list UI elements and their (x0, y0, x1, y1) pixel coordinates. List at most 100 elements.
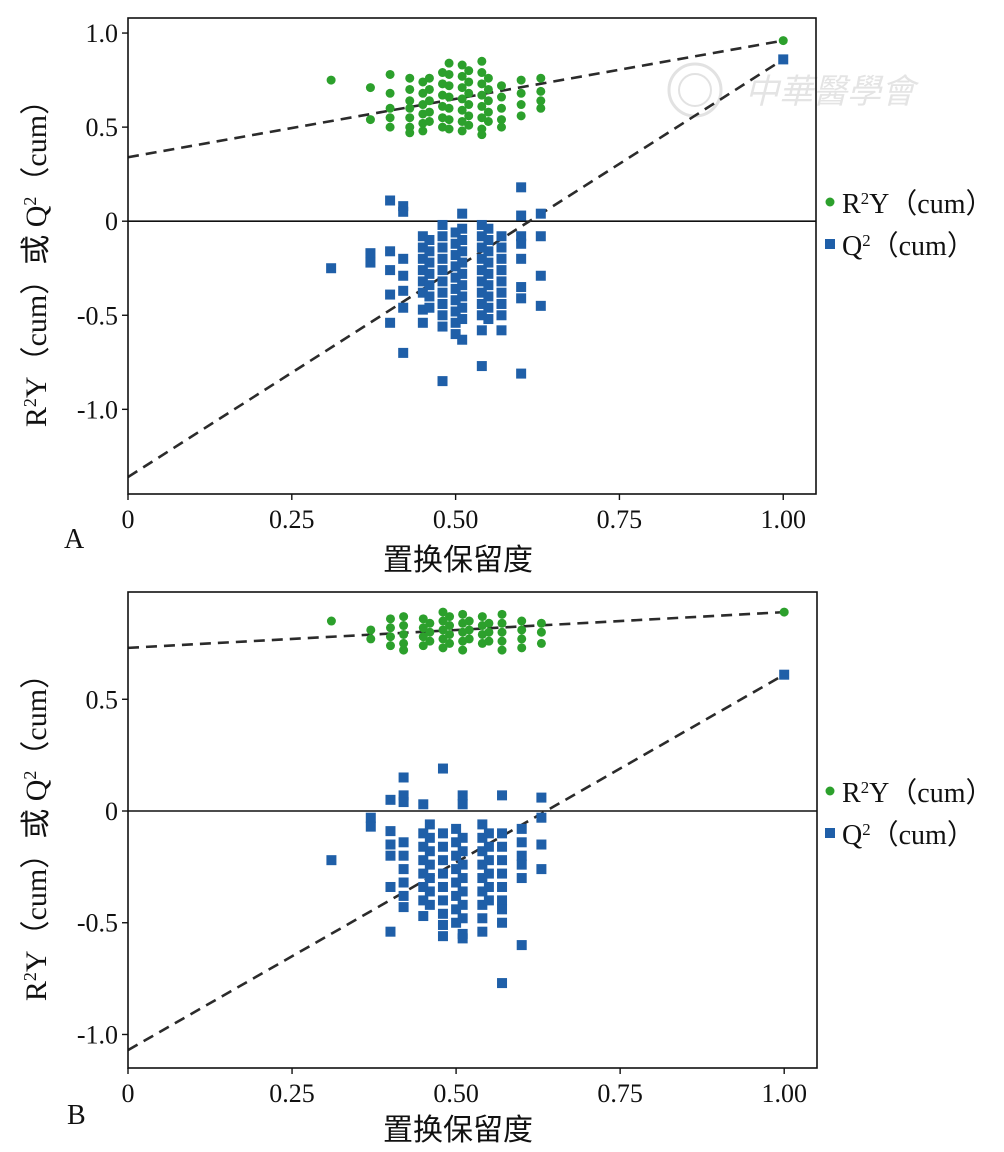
r2y-point (497, 618, 507, 628)
q2-point (385, 839, 396, 850)
r2y-point (444, 92, 454, 102)
q2-point (483, 280, 494, 291)
q2-point (516, 368, 527, 379)
x-tick-label: 1.00 (760, 505, 806, 534)
q2-point (457, 246, 468, 257)
r2y-point (464, 88, 474, 98)
q2-point (497, 904, 508, 915)
r2y-point (464, 634, 474, 644)
r2y-point (424, 116, 434, 126)
q2-point (437, 919, 448, 930)
q2-point (483, 881, 494, 892)
q2-point (385, 850, 396, 861)
q2-point (496, 265, 507, 276)
q2-point (398, 253, 409, 264)
q2-point (497, 917, 508, 928)
r2y-point (483, 73, 493, 83)
legend: R2Y（cum） Q2（cum） (825, 777, 994, 851)
q2-point (398, 201, 409, 212)
q2-point (457, 235, 468, 246)
q2-point (365, 248, 376, 259)
q2-point (437, 321, 448, 332)
r2y-point (399, 629, 409, 639)
r2y-point (477, 68, 487, 78)
q2-point (497, 895, 508, 906)
x-tick-label: 0.75 (597, 505, 643, 534)
q2-point (457, 291, 468, 302)
q2-point (536, 839, 547, 850)
r2y-point (516, 88, 526, 98)
r2y-point (425, 636, 435, 646)
r2y-point (405, 103, 415, 113)
r2y-point (444, 103, 454, 113)
q2-point (496, 242, 507, 253)
q2-point (417, 265, 428, 276)
q2-point (398, 206, 409, 217)
r2y-point (496, 122, 506, 132)
r2y-point (366, 634, 376, 644)
q2-point (477, 846, 488, 857)
r2y-point (477, 79, 487, 89)
q2-point (398, 864, 409, 875)
q2-point (477, 926, 488, 937)
q2-point (437, 881, 448, 892)
q2-point (497, 790, 508, 801)
q2-point (535, 300, 546, 311)
q2-point (536, 864, 547, 875)
r2y-point (405, 84, 415, 94)
x-tick-label: 1.00 (761, 1079, 807, 1108)
r2y-point (516, 75, 526, 85)
q2-point (424, 846, 435, 857)
r2y-point-original (779, 607, 789, 617)
q2-point (496, 325, 507, 336)
q2-point (417, 242, 428, 253)
q2-point (398, 347, 409, 358)
r2y-point (496, 103, 506, 113)
r2y-point (458, 645, 468, 655)
r2y-point (405, 128, 415, 138)
q2-point (457, 790, 468, 801)
r2y-point (497, 627, 507, 637)
r2y-point (517, 643, 527, 653)
r2y-point (496, 115, 506, 125)
r2y-point (536, 627, 546, 637)
y-tick-label: 0 (105, 207, 118, 236)
q2-point (437, 855, 448, 866)
q2-point (516, 210, 527, 221)
q2-point (483, 855, 494, 866)
legend-marker-q2 (825, 828, 835, 838)
q2-point (450, 329, 461, 340)
q2-point (437, 931, 448, 942)
r2y-point (385, 632, 395, 642)
r2y-point (483, 107, 493, 117)
q2-point (476, 287, 487, 298)
r2y-point (517, 616, 527, 626)
chart-panel-b: 0 0.25 0.50 0.75 1.000.50-0.5-1.0置换保留度R2Y（cu… (20, 591, 994, 1147)
q2-point (476, 276, 487, 287)
r2y-point (445, 612, 455, 622)
r2y-point (399, 621, 409, 631)
r2y-point (438, 616, 448, 626)
r2y-point (483, 116, 493, 126)
y-tick-label: -1.0 (77, 395, 118, 424)
q2-point (424, 859, 435, 870)
r2y-point (457, 105, 467, 115)
legend-marker-q2 (825, 239, 835, 249)
q2-point (497, 855, 508, 866)
r2y-point (536, 86, 546, 96)
q2-point (437, 242, 448, 253)
q2-point (398, 772, 409, 783)
q2-point (477, 886, 488, 897)
q2-point (476, 361, 487, 372)
r2y-point (497, 609, 507, 619)
q2-point (424, 873, 435, 884)
legend-marker-r2y (825, 786, 835, 796)
y-tick-label: -0.5 (77, 909, 118, 938)
q2-point (483, 257, 494, 268)
q2-point (417, 317, 428, 328)
q2-point (457, 846, 468, 857)
r2y-point (385, 69, 395, 79)
r2y-point (464, 120, 474, 130)
q2-point (398, 285, 409, 296)
